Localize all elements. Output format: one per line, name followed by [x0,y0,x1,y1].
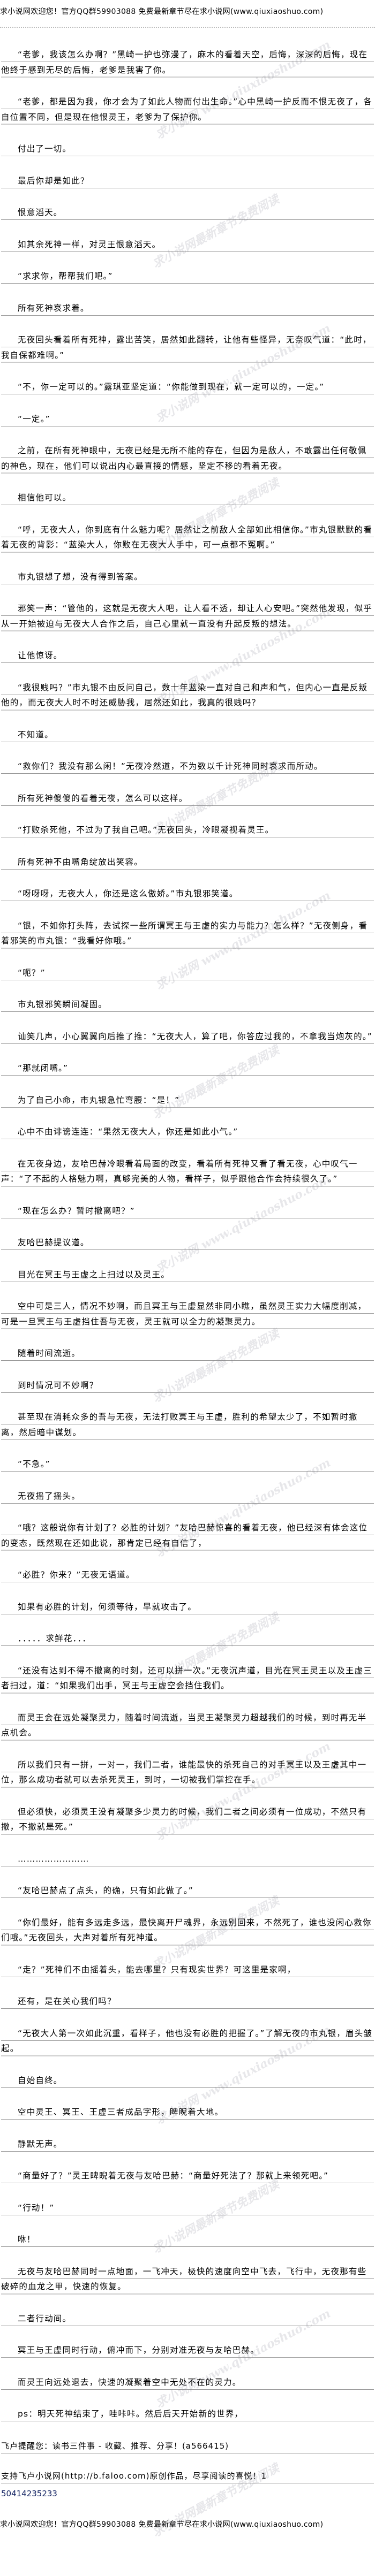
paragraph: “救你们？我没有那么闲！”无夜冷然道，不为数以千计死神同时哀求而所动。 [1,759,374,774]
paragraph: 在无夜身边，友哈巴赫冷眼看着局面的改变，看着所有死神又看了看无夜，心中叹气一声：… [1,1156,374,1187]
paragraph: 目光在冥王与王虚之上扫过以及灵王。 [1,1267,374,1282]
paragraph: 最后你却是如此？ [1,173,374,188]
footer: 飞卢提醒您：读书三件事 - 收藏、推荐、分享！(a566415) 支持飞卢小说网… [0,2438,375,2500]
paragraph: 但必须快，必须灵王没有凝聚多少灵力的时候，我们二者之间必须有一位成功，不然只有撤… [1,1804,374,1835]
paragraph: 二者行动间。 [1,2311,374,2326]
chapter-content: “老爹，我该怎么办啊？”黑崎一护也弥漫了，麻木的看着天空，后悔，深深的后悔，现在… [0,47,375,2422]
site-banner-top: 求小说网欢迎您！官方QQ群59903088 免费最新章节尽在求小说网(www.q… [0,7,324,16]
paragraph: “友哈巴赫点了点头，的确，只有如此做了。” [1,1883,374,1899]
paragraph: 不知道。 [1,727,374,742]
paragraph: “不，你一定可以的。”露琪亚坚定道：“你能做到现在，就一定可以的，一定。” [1,379,374,395]
paragraph: ps：明天死神结束了，哇咔咔。然后后天开始新的世界， [1,2406,374,2422]
paragraph: 付出了一切。 [1,141,374,157]
footer-code: 50414235233 [1,2488,57,2498]
site-banner-bottom: 求小说网欢迎您！官方QQ群59903088 免费最新章节尽在求小说网(www.q… [0,2520,324,2529]
paragraph: 市丸银想了想，没有得到答案。 [1,569,374,584]
paragraph: …………………… [1,1851,374,1866]
paragraph: 恨意滔天。 [1,205,374,220]
paragraph: 空中可是三人，情况不妙啊，而且冥王与王虚显然非同小瞧，虽然灵王实力大幅度削减，可… [1,1299,374,1329]
paragraph: “不急。” [1,1457,374,1472]
paragraph: 市丸银邪笑瞬间凝固。 [1,997,374,1012]
paragraph: “老爹，都是因为我，你才会为了如此人物而付出生命。”心中黑崎一护反而不恨无夜了，… [1,94,374,125]
paragraph: 空中灵王、冥王、王虚三者成品字形，睥睨着大地。 [1,2105,374,2120]
paragraph: “走？”死神们不由摇着头，能去哪里？只有现实世界？可这里是家啊， [1,1962,374,1977]
paragraph: “那就闭嘴。” [1,1061,374,1076]
paragraph: “必胜？你来？”无夜无语道。 [1,1567,374,1583]
paragraph: 友哈巴赫提议道。 [1,1235,374,1251]
paragraph: 冥王与王虚同时行动，俯冲而下，分别对准无夜与友哈巴赫。 [1,2343,374,2358]
footer-reminder: 飞卢提醒您：读书三件事 - 收藏、推荐、分享！(a566415) [1,2438,374,2453]
paragraph: 之前，在所有死神眼中，无夜已经是无所不能的存在，但因为是敌人，不敢露出任何敬佩的… [1,443,374,474]
paragraph: 而灵王会在远处凝聚灵力，随着时间流逝，当灵王凝聚灵力超越我们的时候，到时再无半点… [1,1710,374,1741]
paragraph: 所有死神不由嘴角绽放出笑容。 [1,854,374,870]
paragraph: “你们最好，能有多远走多远，最快离开尸魂界，永远别回来，不然死了，谁也没闲心救你… [1,1915,374,1946]
paragraph: 咻！ [1,2232,374,2247]
paragraph: “老爹，我该怎么办啊？”黑崎一护也弥漫了，麻木的看着天空，后悔，深深的后悔，现在… [1,47,374,78]
paragraph: 所有死神哀求着。 [1,300,374,316]
paragraph: 心中不由诽谤连连：“果然无夜大人，你还是如此小气。” [1,1124,374,1140]
paragraph: “行动！” [1,2200,374,2215]
paragraph: 让他惊讶。 [1,648,374,664]
paragraph: 到时情况可不妙啊？ [1,1377,374,1393]
paragraph: 相信他可以。 [1,490,374,506]
paragraph: “呼，无夜大人，你到底有什么魅力呢？居然让之前敌人全部如此相信你。”市丸银默默的… [1,522,374,553]
paragraph: 所有死神傻傻的看着无夜，怎么可以这样。 [1,790,374,806]
paragraph: “呃？” [1,965,374,980]
paragraph: 讪笑几声，小心翼翼向后推了推：“无夜大人，算了吧，你答应过我的，不拿我当炮灰的。… [1,1028,374,1044]
paragraph: 如果有必胜的计划，何须等待，早就攻击了。 [1,1599,374,1614]
paragraph: “现在怎么办？暂时撤离吧？” [1,1203,374,1218]
paragraph: 邪笑一声：“管他的，这就是无夜大人吧，让人看不透，却让人心安吧。”突然他发现，似… [1,601,374,631]
paragraph: “哦？这般说你有计划了？必胜的计划？”友哈巴赫惊喜的看着无夜，他已经深有体会这位… [1,1520,374,1551]
paragraph: 随着时间流逝。 [1,1346,374,1361]
paragraph: 甚至现在消耗众多的吾与无夜，无法打败冥王与王虚，胜利的希望太少了，不如暂时撤离，… [1,1409,374,1440]
paragraph: 无夜摇了摇头。 [1,1488,374,1504]
paragraph: 无夜回头看着所有死神，露出苦笑，居然如此翻转，让他有些怪异，无奈叹气道：“此时，… [1,332,374,363]
paragraph: “打败杀死他，不过为了我自己吧。”无夜回头，冷眼凝视着灵王。 [1,822,374,838]
paragraph: 自始自终。 [1,2072,374,2088]
paragraph: “商量好了？”灵王睥睨着无夜与友哈巴赫：“商量好死法了？那就上来领死吧。” [1,2168,374,2184]
separator [0,27,375,28]
paragraph: “一定。” [1,411,374,426]
paragraph: “银，不如你打头阵，去试探一些所谓冥王与王虚的实力与能力？怎么样？”无夜侧身，看… [1,918,374,949]
paragraph: 静默无声。 [1,2136,374,2152]
paragraph: “无夜大人第一次如此沉重，看样子，他也没有必胜的把握了。”了解无夜的市丸银，眉头… [1,2025,374,2056]
paragraph: 为了自己小命，市丸银急忙弯腰：“是！” [1,1092,374,1108]
paragraph: 而灵王向远处退去，快速的凝聚着空中无处不在的灵力。 [1,2374,374,2390]
paragraph: “我很贱吗？”市丸银不由反问自己，数十年蓝染一直对自己和声和气，但内心一直是反叛… [1,680,374,711]
paragraph: 所以我们只有一拼，一对一，我们二者，谁能最快的杀死自己的对手冥王以及王虚其中一位… [1,1757,374,1788]
paragraph: 无夜与友哈巴赫同时一点地面，一飞冲天，极快的速度向空中飞去，飞行中，无夜那有些破… [1,2263,374,2295]
footer-support-link[interactable]: 支持飞卢小说网(http://b.faloo.com)原创作品，尽享阅读的喜悦！… [1,2468,374,2484]
paragraph: 还有，是在关心我们吗？ [1,1994,374,2009]
paragraph: “还没有达到不得不撤离的时刻，还可以拼一次。”无夜沉声道，目光在冥王灵王以及王虚… [1,1663,374,1694]
paragraph: 如其余死神一样，对灵王恨意滔天。 [1,237,374,252]
paragraph: “求求你，帮帮我们吧。” [1,269,374,284]
paragraph: ．．．．．求鲜花．．． [1,1631,374,1647]
paragraph: “呀呀呀，无夜大人，你还是这么傲娇。”市丸银邪笑道。 [1,886,374,902]
